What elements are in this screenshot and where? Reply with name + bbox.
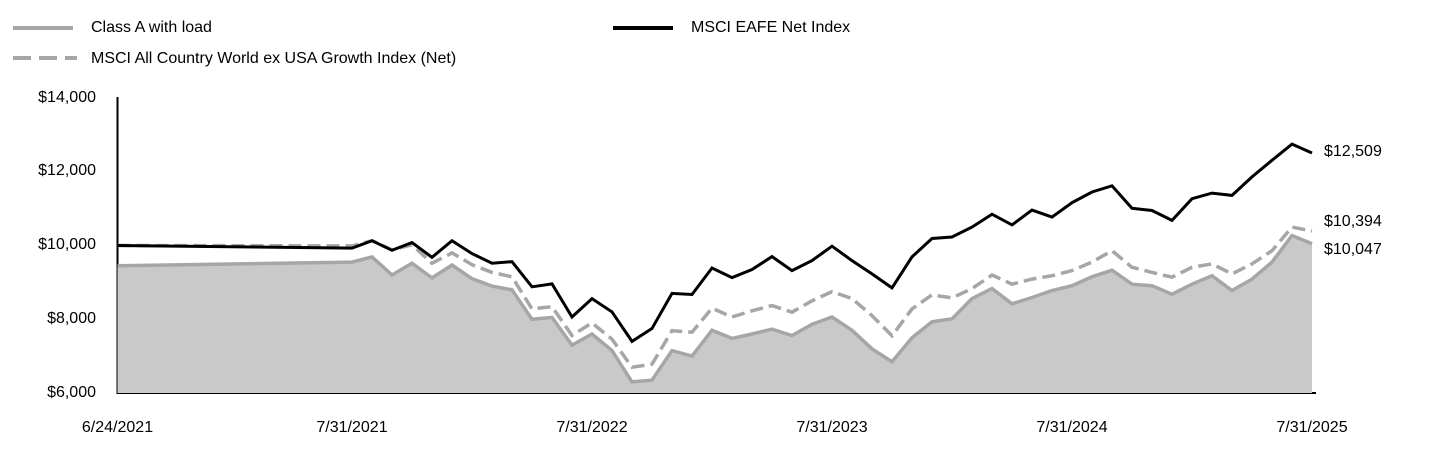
legend-label-eafe: MSCI EAFE Net Index xyxy=(691,19,851,36)
legend-item-acwi-growth xyxy=(13,56,77,60)
y-axis-tick-label: $12,000 xyxy=(38,162,96,180)
legend-label-acwi-growth: MSCI All Country World ex USA Growth Ind… xyxy=(91,50,457,67)
series-end-value-label: $10,047 xyxy=(1324,241,1382,259)
y-axis-tick-label: $10,000 xyxy=(38,236,96,253)
legend-label-class-a: Class A with load xyxy=(91,19,212,36)
class-a-line-swatch-icon xyxy=(13,26,73,30)
x-axis-tick-label: 7/31/2024 xyxy=(1036,419,1108,436)
x-axis-tick-label: 7/31/2021 xyxy=(316,419,388,436)
x-axis-tick-label: 7/31/2022 xyxy=(556,419,628,436)
class-a-with-load-line xyxy=(117,233,1313,384)
x-axis-tick-label: 7/31/2023 xyxy=(796,419,868,436)
y-axis-tick-label: $6,000 xyxy=(47,383,96,401)
y-axis-tick-label: $14,000 xyxy=(38,88,96,106)
legend-item-eafe xyxy=(613,26,673,30)
black-line-swatch-icon xyxy=(613,26,673,30)
dashed-line-swatch-icon xyxy=(13,56,77,60)
series-end-value-label: $10,394 xyxy=(1324,213,1382,231)
x-axis-tick-label: 6/24/2021 xyxy=(81,419,154,436)
class-a-with-load-area xyxy=(117,235,1312,393)
x-axis-tick-label: 7/31/2025 xyxy=(1276,419,1348,436)
legend-item-class-a xyxy=(13,26,73,30)
msci-all-country-world-ex-usa-growth-index-net-line xyxy=(117,225,1313,370)
series-end-value-label: $12,509 xyxy=(1324,142,1382,160)
msci-eafe-net-index-line xyxy=(117,142,1313,344)
y-axis-tick-label: $8,000 xyxy=(47,309,96,327)
